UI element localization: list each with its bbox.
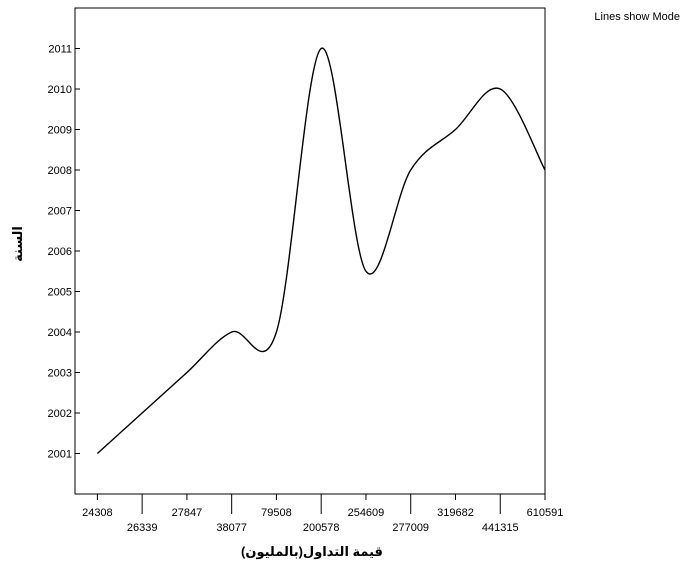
y-tick-label: 2001	[48, 449, 72, 461]
y-tick-label: 2003	[48, 368, 72, 380]
x-tick-label: 27847	[172, 507, 203, 519]
y-axis: 2001 2002 2003 2004 2005 2006 2007 2008 2009 2010…	[48, 44, 80, 461]
x-axis: 24308 26339 27847 38077 79508 200578 254609 277…	[82, 494, 563, 534]
y-tick-label: 2011	[48, 44, 72, 56]
y-tick-label: 2002	[48, 408, 72, 420]
x-tick-label: 610591	[527, 507, 564, 519]
x-tick-label: 441315	[482, 522, 519, 534]
lines-show-mode-note: Lines show Mode	[594, 11, 680, 23]
y-tick-label: 2010	[48, 84, 72, 96]
series-line	[96, 47, 546, 455]
x-tick-label: 277009	[392, 522, 429, 534]
y-axis-title: السنة	[10, 226, 25, 262]
x-tick-label: 26339	[127, 522, 158, 534]
x-tick-label: 24308	[82, 507, 113, 519]
x-tick-label: 79508	[261, 507, 292, 519]
y-tick-label: 2007	[48, 206, 72, 218]
x-tick-label: 254609	[348, 507, 385, 519]
plot-frame	[74, 7, 546, 495]
x-tick-label: 319682	[437, 507, 474, 519]
x-tick-label: 200578	[303, 522, 340, 534]
x-axis-title: قيمة التداول(بالمليون)	[241, 544, 383, 559]
y-tick-label: 2009	[48, 125, 72, 137]
x-tick-label: 38077	[216, 522, 247, 534]
y-tick-label: 2004	[48, 327, 72, 339]
y-tick-label: 2006	[48, 246, 72, 258]
y-tick-label: 2008	[48, 165, 72, 177]
y-tick-label: 2005	[48, 287, 72, 299]
